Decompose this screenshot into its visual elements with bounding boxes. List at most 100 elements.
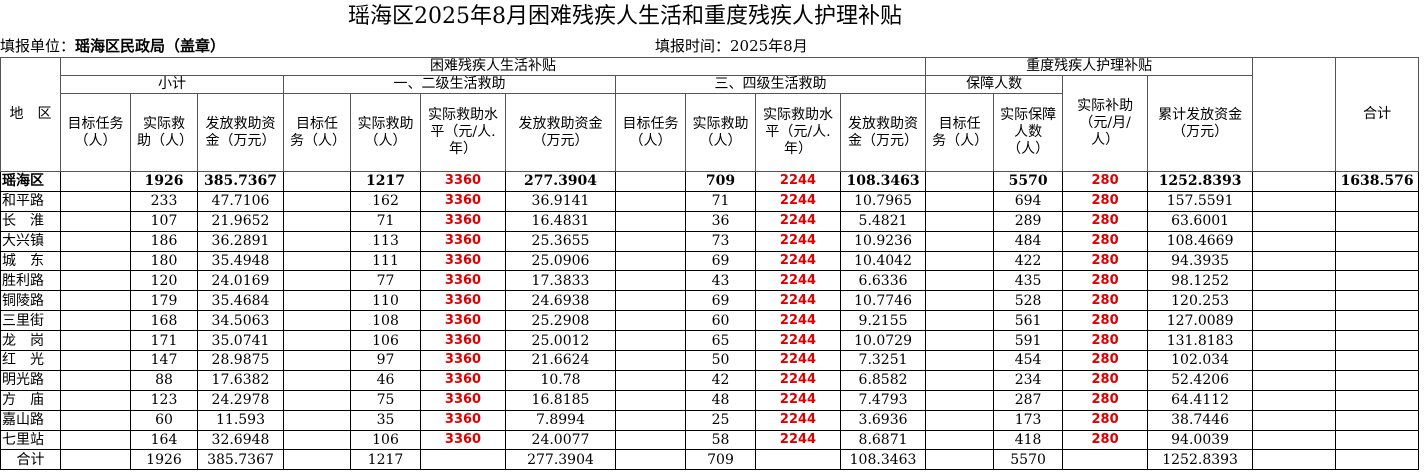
- empty-cell: [1335, 270, 1420, 292]
- table-row: 明光路 88 17.6382 46 3360 10.78 42 2244 6.8582 234 28…: [0, 369, 1420, 391]
- cell: 164: [130, 429, 198, 451]
- table-row: 红 光 147 28.9875 97 3360 21.6624 50 2244 7.3251 45…: [0, 350, 1420, 371]
- cell: 9.2155: [839, 310, 927, 332]
- cell: 3360: [420, 330, 506, 352]
- empty-cell: [925, 310, 995, 332]
- empty-cell: [925, 409, 995, 431]
- empty-cell: [1252, 171, 1337, 192]
- empty-cell: [60, 250, 131, 272]
- cell: 2244: [755, 171, 841, 192]
- cell: 10.7965: [839, 190, 927, 212]
- cell: 58: [685, 429, 756, 451]
- cell: 35: [350, 409, 421, 431]
- cell: 17.6382: [197, 369, 284, 391]
- cell: 36.2891: [197, 230, 284, 252]
- cell: 24.0077: [505, 429, 616, 451]
- cell: 280: [1062, 250, 1149, 272]
- empty-cell: [1252, 190, 1337, 212]
- empty-cell: [60, 330, 131, 352]
- empty-cell: [755, 449, 841, 471]
- cell: 280: [1062, 369, 1149, 391]
- cell: 5.4821: [839, 210, 927, 232]
- cell: 168: [130, 310, 198, 332]
- header-cell: 发放救助资金（万元）: [197, 93, 284, 172]
- cell: 108: [350, 310, 421, 332]
- subsidy-table: 地 区 困难残疾人生活补贴 重度残疾人护理补贴 合计 小计 一、二级生活救助 三…: [0, 57, 1420, 471]
- table-row: 大兴镇 186 36.2891 113 3360 25.3655 73 2244 10.9236…: [0, 230, 1420, 252]
- empty-cell: [283, 230, 351, 252]
- cell: 97: [350, 350, 421, 371]
- empty-cell: [615, 350, 686, 371]
- empty-cell: [925, 290, 995, 312]
- cell: 25.3655: [505, 230, 616, 252]
- cell: 三里街: [0, 310, 61, 332]
- header-cell: 发放救助资金（万元）: [505, 93, 616, 172]
- cell: 大兴镇: [0, 230, 61, 252]
- cell: 1252.8393: [1147, 449, 1254, 471]
- cell: 277.3904: [505, 171, 616, 192]
- empty-cell: [1335, 389, 1420, 411]
- cell: 69: [685, 290, 756, 312]
- cell: 180: [130, 250, 198, 272]
- cell: 48: [685, 389, 756, 411]
- empty-cell: [1252, 429, 1337, 451]
- cell: 280: [1062, 190, 1149, 212]
- cell: 2244: [755, 290, 841, 312]
- empty-cell: [60, 409, 131, 431]
- table-row: 瑶海区 1926 385.7367 1217 3360 277.3904 709 2244 10…: [0, 171, 1420, 192]
- header-cell: 目标任务（人）: [60, 93, 131, 172]
- cell: 10.78: [505, 369, 616, 391]
- empty-cell: [1252, 270, 1337, 292]
- empty-cell: [1252, 290, 1337, 312]
- cell: 98.1252: [1147, 270, 1254, 292]
- cell: 561: [993, 310, 1064, 332]
- cell: 7.4793: [839, 389, 927, 411]
- cell: 113: [350, 230, 421, 252]
- cell: 瑶海区: [0, 171, 61, 192]
- empty-cell: [1335, 449, 1420, 471]
- header-cell: 困难残疾人生活补贴: [59, 57, 927, 76]
- cell: 46: [350, 369, 421, 391]
- header-cell: 实际救助水平（元/人.年）: [420, 93, 506, 172]
- cell: 131.8183: [1147, 330, 1254, 352]
- cell: 6.8582: [839, 369, 927, 391]
- empty-cell: [283, 250, 351, 272]
- cell: 484: [993, 230, 1064, 252]
- cell: 5570: [993, 171, 1064, 192]
- cell: 2244: [755, 270, 841, 292]
- cell: 287: [993, 389, 1064, 411]
- cell: 2244: [755, 330, 841, 352]
- cell: 528: [993, 290, 1064, 312]
- header-cell: 保障人数: [925, 75, 1064, 94]
- cell: 25.0012: [505, 330, 616, 352]
- cell: 280: [1062, 171, 1149, 192]
- empty-cell: [615, 230, 686, 252]
- cell: 10.4042: [839, 250, 927, 272]
- cell: 2244: [755, 210, 841, 232]
- empty-cell: [615, 250, 686, 272]
- header-cell: 一、二级生活救助: [283, 75, 616, 94]
- empty-cell: [1252, 210, 1337, 232]
- header-cell: 目标任务（人）: [615, 93, 686, 172]
- empty-cell: [283, 210, 351, 232]
- empty-cell: [1335, 230, 1420, 252]
- empty-cell: [1252, 350, 1337, 371]
- cell: 28.9875: [197, 350, 284, 371]
- empty-cell: [60, 290, 131, 312]
- empty-cell: [925, 190, 995, 212]
- cell: 694: [993, 190, 1064, 212]
- empty-cell: [615, 190, 686, 212]
- cell: 16.4831: [505, 210, 616, 232]
- cell: 8.6871: [839, 429, 927, 451]
- cell: 108.3463: [839, 171, 927, 192]
- empty-cell: [1335, 250, 1420, 272]
- empty-cell: [615, 369, 686, 391]
- cell: 385.7367: [197, 171, 284, 192]
- cell: 280: [1062, 290, 1149, 312]
- empty-cell: [283, 350, 351, 371]
- header-cell: 实际救助（人）: [685, 93, 756, 172]
- cell: 七里站: [0, 429, 61, 451]
- header-cell: 累计发放资金（万元）: [1147, 75, 1254, 172]
- cell: 108.3463: [839, 449, 927, 471]
- empty-cell: [1252, 310, 1337, 332]
